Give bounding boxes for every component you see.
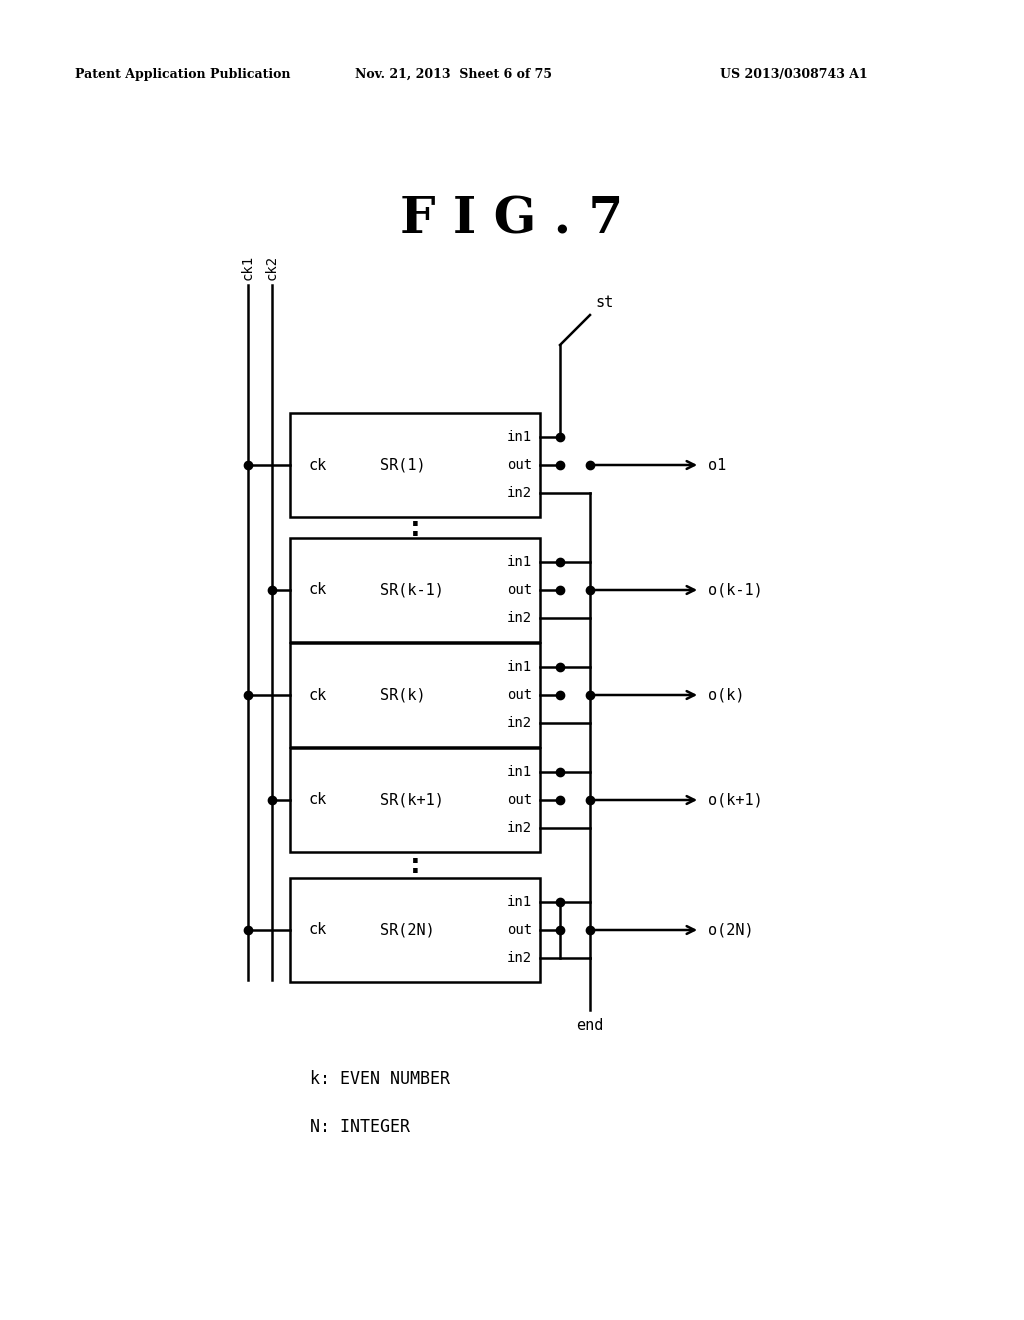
Text: k: EVEN NUMBER: k: EVEN NUMBER — [310, 1071, 450, 1088]
Text: N: INTEGER: N: INTEGER — [310, 1118, 410, 1137]
Text: in2: in2 — [507, 715, 532, 730]
Text: out: out — [507, 458, 532, 473]
Text: out: out — [507, 793, 532, 807]
Text: ck: ck — [308, 582, 327, 598]
Text: ck: ck — [308, 792, 327, 808]
Text: ck: ck — [308, 458, 327, 473]
Text: o(k+1): o(k+1) — [708, 792, 763, 808]
Text: o(2N): o(2N) — [708, 923, 754, 937]
Text: out: out — [507, 923, 532, 937]
Text: US 2013/0308743 A1: US 2013/0308743 A1 — [720, 69, 867, 81]
Bar — [290, 539, 540, 642]
Text: out: out — [507, 688, 532, 702]
Text: Nov. 21, 2013  Sheet 6 of 75: Nov. 21, 2013 Sheet 6 of 75 — [355, 69, 552, 81]
Text: out: out — [507, 583, 532, 597]
Text: o1: o1 — [708, 458, 726, 473]
Bar — [290, 643, 540, 747]
Text: SR(1): SR(1) — [380, 458, 426, 473]
Bar — [290, 748, 540, 851]
Text: SR(k-1): SR(k-1) — [380, 582, 443, 598]
Text: in2: in2 — [507, 950, 532, 965]
Text: :: : — [407, 513, 423, 541]
Text: in1: in1 — [507, 660, 532, 675]
Text: Patent Application Publication: Patent Application Publication — [75, 69, 291, 81]
Text: o(k): o(k) — [708, 688, 744, 702]
Text: end: end — [577, 1018, 604, 1034]
Text: o(k-1): o(k-1) — [708, 582, 763, 598]
Bar — [290, 413, 540, 517]
Text: in1: in1 — [507, 430, 532, 444]
Text: ck: ck — [308, 688, 327, 702]
Text: in2: in2 — [507, 821, 532, 836]
Bar — [290, 878, 540, 982]
Text: in2: in2 — [507, 486, 532, 500]
Text: in1: in1 — [507, 554, 532, 569]
Text: in2: in2 — [507, 611, 532, 624]
Text: ck2: ck2 — [265, 255, 279, 280]
Text: st: st — [595, 294, 613, 310]
Text: in1: in1 — [507, 895, 532, 909]
Text: in1: in1 — [507, 766, 532, 779]
Text: SR(2N): SR(2N) — [380, 923, 435, 937]
Text: :: : — [407, 851, 423, 879]
Text: ck1: ck1 — [241, 255, 255, 280]
Text: SR(k+1): SR(k+1) — [380, 792, 443, 808]
Text: F I G . 7: F I G . 7 — [400, 195, 624, 244]
Text: SR(k): SR(k) — [380, 688, 426, 702]
Text: ck: ck — [308, 923, 327, 937]
